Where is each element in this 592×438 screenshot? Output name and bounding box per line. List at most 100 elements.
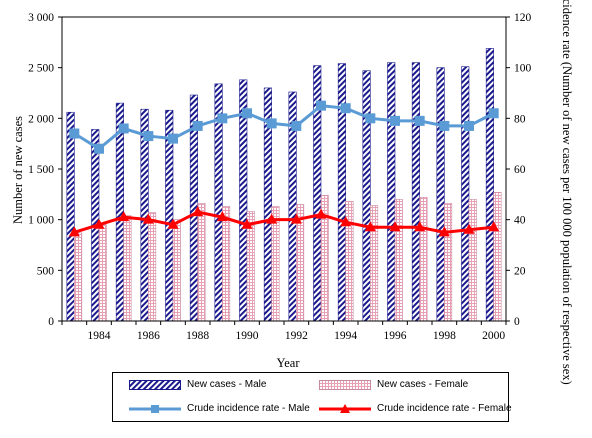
bar-female-1999 [468, 199, 477, 322]
marker-male-rate-1993 [316, 100, 326, 111]
marker-female-rate-1989 [216, 211, 228, 222]
legend-label-female-rate: Crude incidence rate - Female [377, 403, 512, 414]
marker-male-rate-1997 [414, 115, 425, 126]
marker-male-rate-1983 [69, 128, 80, 139]
x-tick-label: 1998 [433, 330, 456, 342]
legend-item-female-rate: Crude incidence rate - Female [319, 403, 512, 414]
marker-female-rate-2000 [488, 221, 500, 232]
legend-label-female-cases: New cases - Female [377, 379, 469, 390]
y2-tick-label: 0 [514, 316, 520, 328]
bar-male-2000 [485, 48, 494, 322]
bar-male-1985 [115, 102, 124, 322]
marker-female-rate-1984 [93, 218, 105, 229]
male-rate-swatch [129, 404, 181, 413]
y2-tick-label: 100 [514, 63, 532, 75]
y-tick-label: 0 [48, 316, 54, 328]
marker-female-rate-1991 [266, 213, 278, 224]
bar-female-1983 [74, 232, 83, 322]
male-cases-swatch [129, 379, 181, 390]
marker-female-rate-1986 [142, 213, 154, 224]
marker-male-rate-1992 [291, 120, 302, 131]
y2-tick-label: 80 [514, 113, 526, 125]
x-tick-label: 1990 [236, 330, 259, 342]
x-tick-label: 2000 [482, 330, 505, 342]
marker-female-rate-1996 [389, 221, 401, 232]
marker-male-rate-1991 [266, 118, 277, 129]
bar-female-1989 [222, 206, 231, 322]
female-rate-swatch [319, 403, 371, 413]
y-tick-label: 3 000 [28, 12, 54, 24]
x-tick-label: 1994 [334, 330, 357, 342]
y2-tick-label: 60 [514, 164, 526, 176]
y2-axis-title: Crude incidence rate (Number of new case… [560, 0, 574, 385]
marker-female-rate-1993 [315, 208, 327, 219]
x-tick-label: 1986 [137, 330, 160, 342]
marker-male-rate-1990 [242, 108, 252, 119]
legend-item-female-cases: New cases - Female [319, 379, 468, 390]
marker-male-rate-1999 [464, 120, 474, 131]
marker-female-rate-1998 [438, 226, 450, 237]
bar-female-1985 [123, 215, 132, 322]
axes-layer: 0 500 1 000 1 500 2 000 2 500 3 000 0 20 40 60 80 10… [28, 12, 531, 342]
y-axis-title: Number of new cases [11, 116, 25, 224]
y2-tick-label: 40 [514, 215, 526, 227]
bar-female-1986 [148, 212, 157, 322]
y-tick-label: 1 000 [28, 215, 54, 227]
bar-male-1995 [362, 70, 371, 322]
bar-male-1994 [337, 63, 346, 322]
marker-male-rate-1984 [94, 143, 104, 154]
bar-female-1991 [271, 206, 280, 322]
bar-female-1995 [370, 205, 379, 322]
bar-male-1999 [461, 66, 470, 322]
legend-label-male-cases: New cases - Male [187, 379, 267, 390]
marker-male-rate-1994 [340, 103, 351, 114]
legend-item-male-cases: New cases - Male [129, 379, 266, 390]
bar-male-1983 [66, 111, 75, 322]
lines-layer [68, 100, 500, 237]
marker-female-rate-1999 [463, 223, 475, 234]
y-tick-label: 2 000 [28, 113, 54, 125]
bar-female-1987 [172, 219, 181, 322]
marker-female-rate-1985 [118, 211, 130, 222]
bar-female-1996 [394, 199, 403, 322]
y2-tick-label: 120 [514, 12, 532, 24]
marker-female-rate-1994 [340, 216, 352, 227]
y2-tick-label: 20 [514, 265, 526, 277]
bar-female-1988 [197, 203, 206, 322]
marker-female-rate-1988 [192, 206, 204, 217]
marker-female-rate-1992 [290, 213, 302, 224]
x-tick-label: 1996 [384, 330, 407, 342]
marker-male-rate-2000 [488, 108, 499, 119]
marker-male-rate-1995 [365, 113, 376, 124]
y-tick-label: 2 500 [28, 63, 54, 75]
marker-male-rate-1998 [439, 120, 450, 131]
marker-male-rate-1988 [192, 120, 203, 131]
line-male-rate [73, 104, 495, 151]
x-axis-title: Year [276, 356, 300, 370]
bar-female-1998 [444, 203, 453, 322]
marker-male-rate-1996 [390, 115, 400, 126]
marker-male-rate-1989 [217, 113, 228, 124]
marker-male-rate-1985 [118, 123, 129, 134]
bar-male-1997 [411, 62, 420, 322]
female-cases-swatch [319, 379, 371, 390]
legend: New cases - Male New cases - Female Crud… [112, 372, 512, 422]
marker-female-rate-1987 [167, 218, 179, 229]
bar-male-1998 [436, 67, 445, 322]
legend-label-male-rate: Crude incidence rate - Male [187, 403, 310, 414]
marker-male-rate-1986 [143, 131, 154, 142]
marker-female-rate-1990 [241, 218, 253, 229]
x-tick-label: 1988 [186, 330, 209, 342]
line-female-rate [73, 210, 494, 234]
marker-female-rate-1983 [68, 226, 80, 237]
bar-female-2000 [493, 192, 502, 322]
x-tick-label: 1992 [285, 330, 308, 342]
bars-layer [66, 48, 502, 322]
marker-female-rate-1997 [414, 221, 426, 232]
x-tick-label: 1984 [88, 330, 111, 342]
y-tick-label: 1 500 [28, 164, 54, 176]
bar-female-1984 [98, 224, 107, 322]
y-tick-label: 500 [37, 265, 55, 277]
legend-item-male-rate: Crude incidence rate - Male [129, 403, 310, 414]
